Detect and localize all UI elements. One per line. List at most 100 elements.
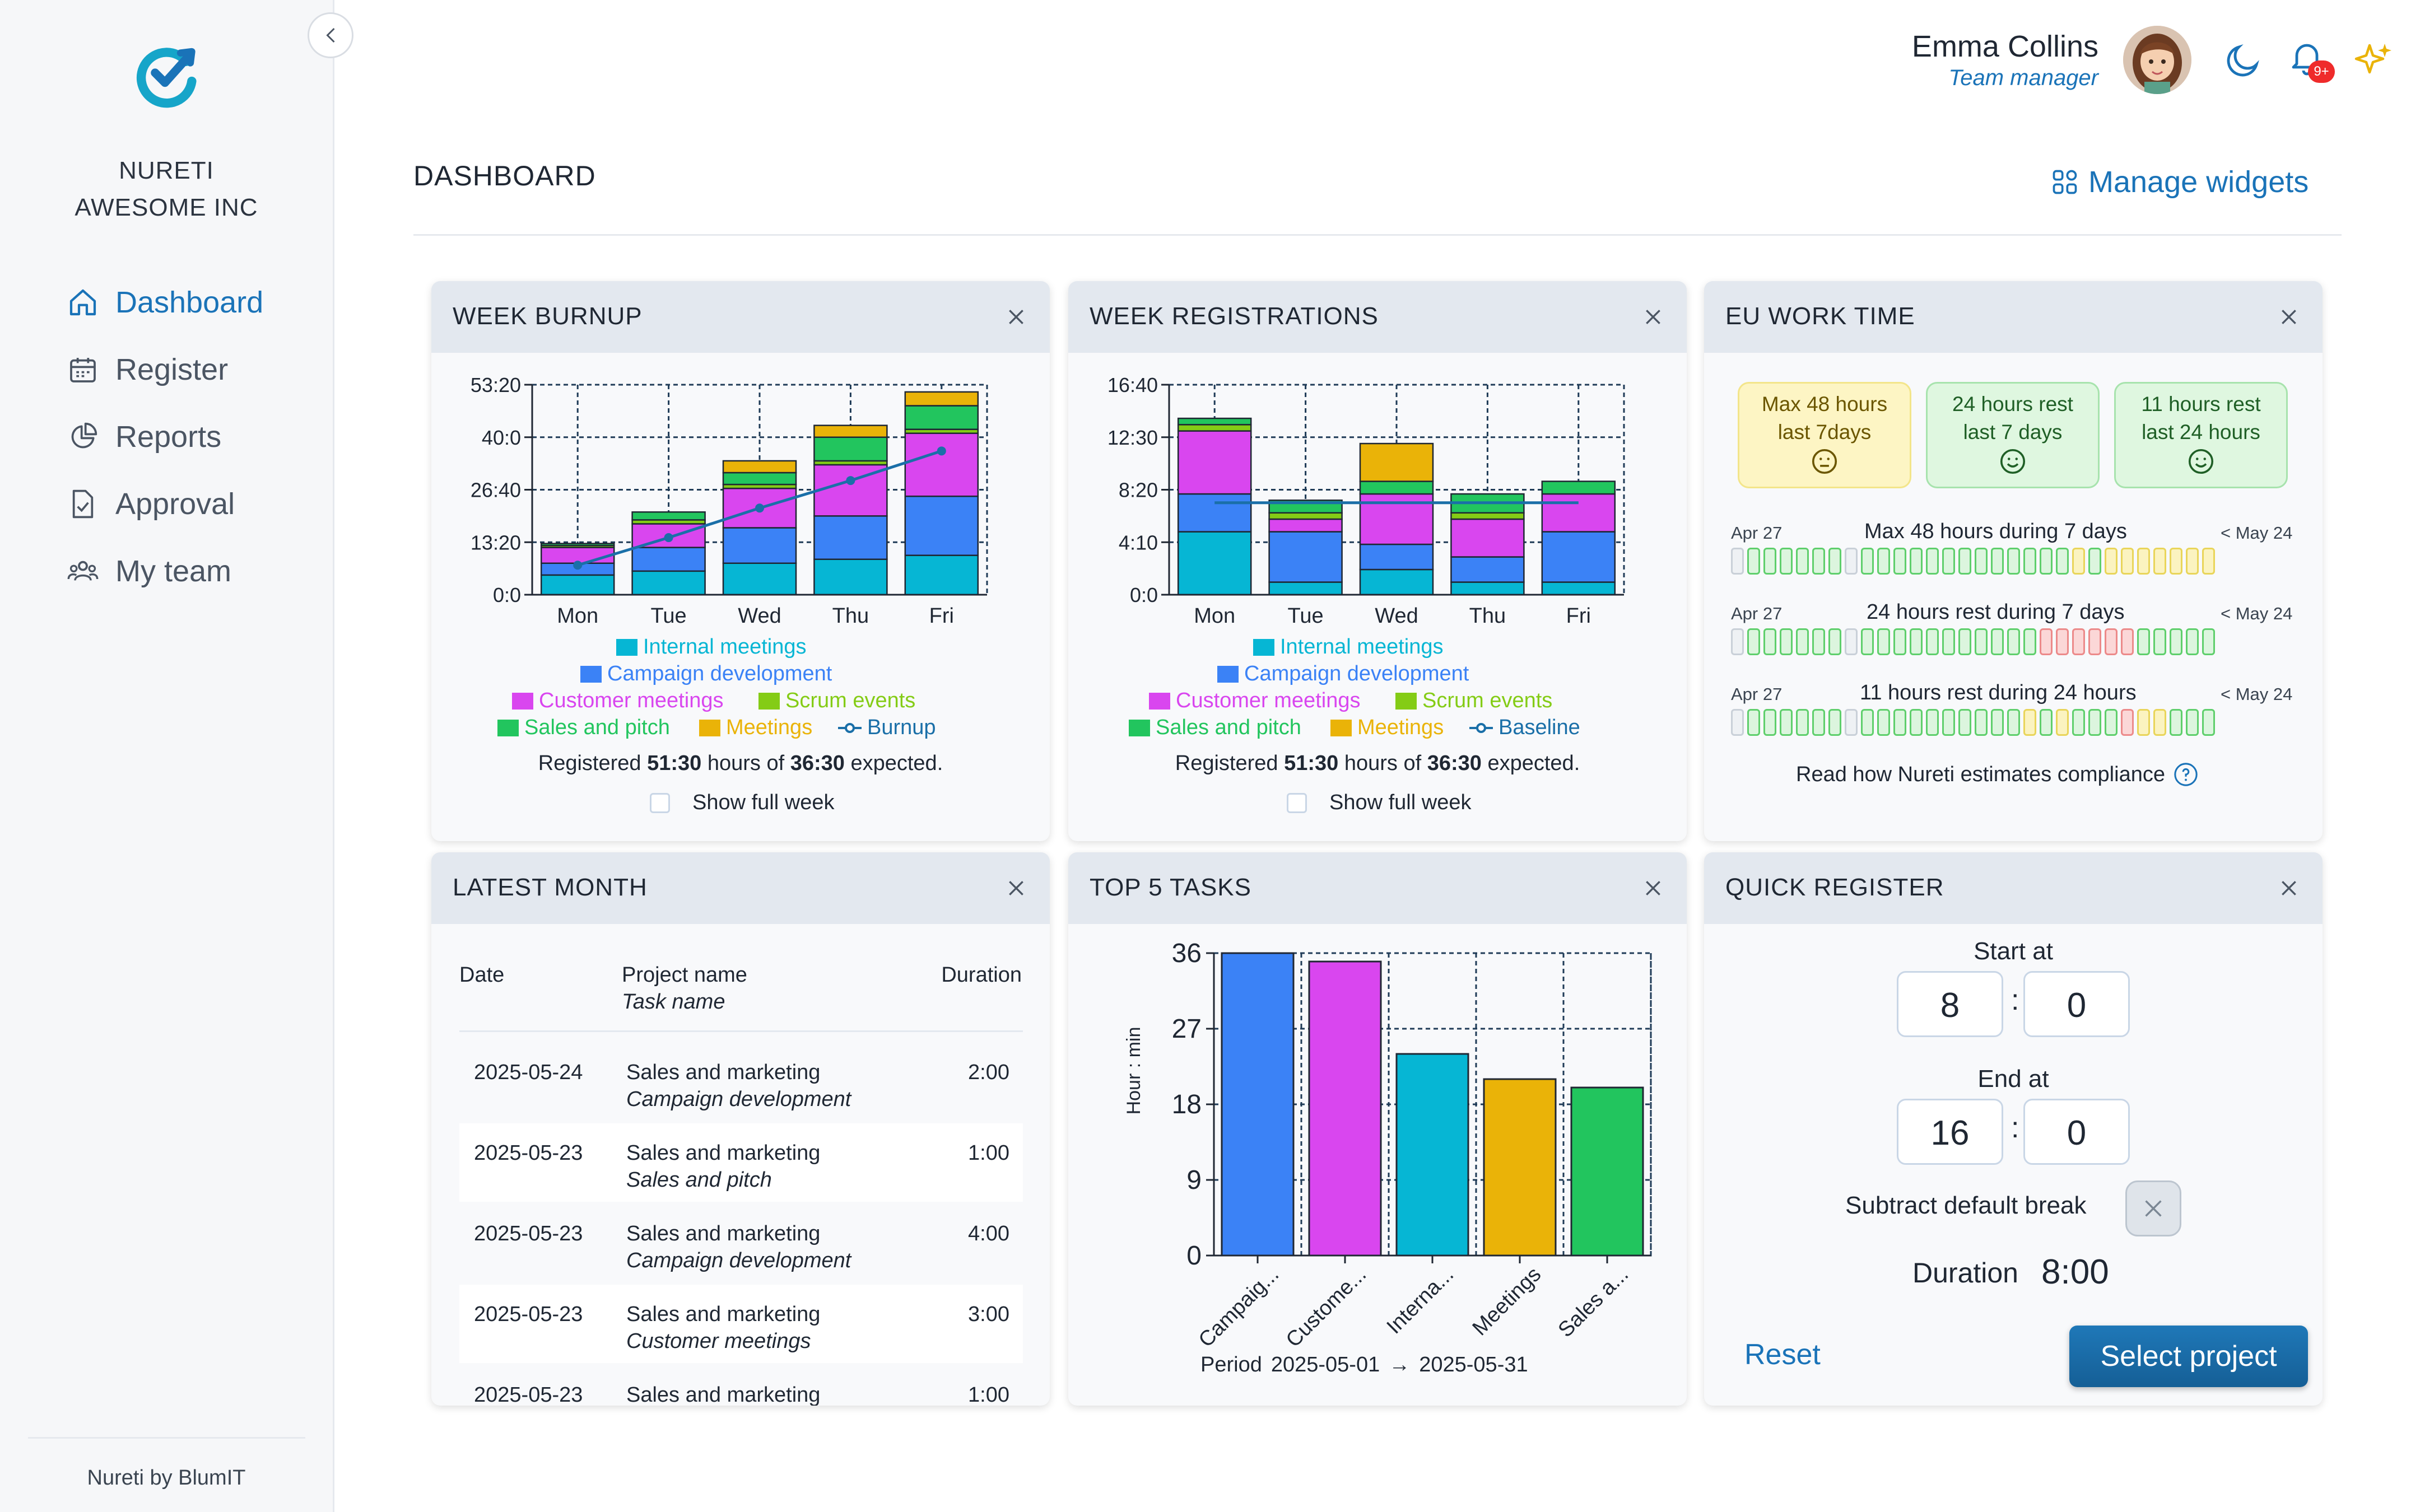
bar-segment (1450, 518, 1525, 558)
sidebar-item-dashboard[interactable]: Dashboard (67, 280, 263, 325)
legend-label: Internal meetings (1280, 635, 1444, 659)
compliance-day-cell (1991, 628, 2004, 655)
table-row[interactable]: 2025-05-23 Sales and marketing 1:00 (459, 1365, 1023, 1406)
compliance-day-cell (1780, 628, 1793, 655)
checkbox[interactable] (650, 792, 670, 813)
sidebar-item-my-team[interactable]: My team (67, 549, 231, 594)
document-check-icon (72, 489, 94, 519)
checkbox[interactable] (1287, 792, 1307, 813)
start-minute-input[interactable]: 0 (2023, 971, 2130, 1037)
legend-swatch (580, 665, 602, 683)
col-header-duration[interactable]: Duration (941, 963, 1022, 987)
compliance-day-cell (2072, 548, 2085, 575)
close-icon[interactable] (2278, 306, 2300, 328)
manage-widgets-button[interactable]: Manage widgets (2050, 165, 2309, 199)
row-date: 2025-05-23 (474, 1383, 583, 1406)
x-tick-label: Thu (1469, 604, 1506, 628)
compliance-info-text: Read how Nureti estimates compliance (1796, 762, 2165, 786)
legend-swatch (1395, 692, 1417, 710)
y-tick-label: 40:0 (482, 426, 521, 449)
sidebar-item-approval[interactable]: Approval (67, 482, 235, 526)
card-line2: last 7 days (1963, 421, 2063, 444)
y-tick-label: 9 (1186, 1165, 1202, 1195)
compliance-day-cell (2137, 548, 2150, 575)
widget-title: TOP 5 TASKS (1090, 874, 1251, 901)
bar-segment (904, 432, 979, 497)
widget-week-registrations: WEEK REGISTRATIONS 0:0 4:10 8:20 12:30 16:40… (1068, 281, 1687, 841)
bar-segment (813, 558, 888, 596)
widget-header: WEEK BURNUP (431, 281, 1050, 353)
table-row[interactable]: 2025-05-23 Sales and marketing Sales and… (459, 1123, 1023, 1202)
sidebar-item-reports[interactable]: Reports (67, 414, 221, 459)
close-icon[interactable] (2278, 877, 2300, 899)
compliance-day-cell (2088, 628, 2101, 655)
legend-baseline: Baseline (1468, 716, 1580, 740)
table-row[interactable]: 2025-05-23 Sales and marketing Customer … (459, 1285, 1023, 1363)
show-full-week-toggle[interactable]: Show full week (1287, 791, 1471, 815)
org-name: NURETI (119, 157, 214, 184)
compliance-info-link[interactable]: Read how Nureti estimates compliance (1796, 762, 2199, 787)
col-header-task[interactable]: Task name (622, 990, 725, 1014)
x-tick-label: Fri (929, 604, 954, 628)
row-duration: 4:00 (968, 1222, 1009, 1245)
widget-eu-work-time: EU WORK TIME Max 48 hours last 7days 24 … (1704, 281, 2323, 841)
table-row[interactable]: 2025-05-24 Sales and marketing Campaign … (459, 1043, 1023, 1121)
row-date: 2025-05-23 (474, 1303, 583, 1326)
sidebar-item-label: Reports (115, 420, 222, 454)
subtract-break-toggle[interactable] (2125, 1180, 2181, 1236)
sparkles-icon[interactable] (2353, 40, 2393, 81)
collapse-sidebar-button[interactable] (308, 12, 353, 58)
close-icon[interactable] (1642, 877, 1664, 899)
bar-segment (1268, 518, 1343, 533)
sidebar-item-register[interactable]: Register (67, 347, 228, 392)
compliance-day-cell (2040, 548, 2053, 575)
compliance-day-cell (2202, 548, 2215, 575)
close-icon[interactable] (1005, 306, 1027, 328)
legend-swatch (497, 719, 519, 736)
card-line1: 11 hours rest (2141, 393, 2261, 416)
bar (1483, 1078, 1557, 1257)
duration-value: 8:00 (2041, 1253, 2109, 1291)
smile-face-icon (2188, 449, 2214, 474)
compliance-day-cell (1812, 628, 1825, 655)
compliance-day-cell (2170, 709, 2182, 736)
legend-swatch (1330, 719, 1352, 736)
col-header-project[interactable]: Project name (622, 963, 747, 987)
compliance-day-cell (2153, 548, 2166, 575)
row-project: Sales and marketing (626, 1141, 821, 1165)
x-tick-label: Fri (1566, 604, 1591, 628)
y-tick-label: 53:20 (471, 374, 521, 396)
x-tick-label: Mon (557, 604, 598, 628)
reset-button[interactable]: Reset (1744, 1338, 1821, 1371)
legend-swatch (1149, 692, 1170, 710)
registered-hours: 51:30 (1284, 752, 1339, 775)
compliance-day-cell (1910, 628, 1923, 655)
bar-segment (722, 527, 797, 564)
close-icon[interactable] (1642, 306, 1664, 328)
col-header-date[interactable]: Date (459, 963, 505, 987)
end-minute-input[interactable]: 0 (2023, 1099, 2130, 1165)
row-project: Sales and marketing (626, 1061, 821, 1084)
start-hour-input[interactable]: 8 (1897, 971, 2003, 1037)
expected-hours: 36:30 (1427, 752, 1482, 775)
compliance-day-cell (1828, 709, 1841, 736)
show-full-week-toggle[interactable]: Show full week (650, 791, 834, 815)
line-point (573, 561, 583, 570)
table-row[interactable]: 2025-05-23 Sales and marketing Campaign … (459, 1204, 1023, 1282)
notifications-button[interactable]: 9+ (2287, 37, 2335, 87)
select-project-button[interactable]: Select project (2069, 1326, 2308, 1387)
bar-segment (1177, 531, 1252, 596)
compliance-day-cell (2186, 709, 2199, 736)
compliance-day-cell (1731, 709, 1744, 736)
widget-header: WEEK REGISTRATIONS (1068, 281, 1687, 353)
avatar[interactable] (2123, 26, 2191, 94)
end-hour-input[interactable]: 16 (1897, 1099, 2003, 1165)
row-label: 11 hours rest during 24 hours (1860, 681, 2137, 704)
help-icon[interactable] (2173, 762, 2199, 787)
dark-mode-icon[interactable] (2223, 40, 2263, 81)
bar-segment (904, 554, 979, 596)
compliance-day-cell (1780, 709, 1793, 736)
close-icon[interactable] (1005, 877, 1027, 899)
compliance-day-cell (1796, 548, 1809, 575)
compliance-day-cell (1991, 548, 2004, 575)
